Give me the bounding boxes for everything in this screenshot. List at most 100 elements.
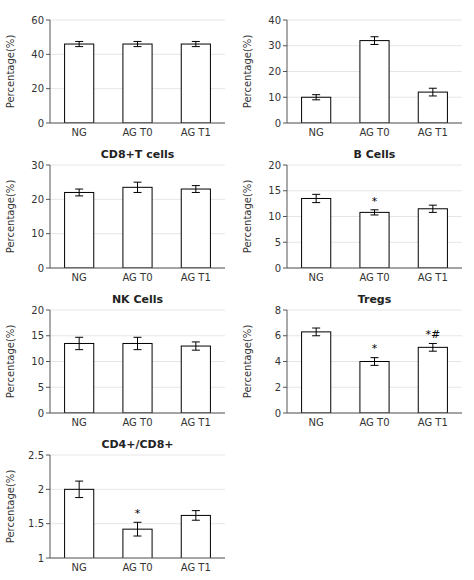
marks — [302, 37, 448, 123]
marks — [65, 337, 211, 413]
marks — [65, 481, 211, 558]
axis-label: Percentage(%) — [5, 325, 16, 399]
grid-line — [50, 20, 225, 21]
panel: 0102030NGAG T0AG T1Percentage(%)CD8+T ce… — [5, 148, 225, 283]
tick-label: 4 — [275, 356, 281, 367]
bar — [302, 97, 331, 123]
error-bar — [371, 358, 379, 366]
bar — [65, 343, 94, 413]
y-axis — [287, 165, 288, 268]
category-label: AG T1 — [418, 272, 448, 283]
marks — [302, 328, 448, 413]
grid-line — [287, 268, 462, 269]
bar — [360, 41, 389, 123]
tick-label: 8 — [275, 305, 281, 316]
category-label: NG — [72, 417, 87, 428]
category-label: AG T0 — [359, 417, 389, 428]
figure: 0204060NGAG T0AG T1Percentage(%)01020304… — [0, 0, 474, 580]
grid-line — [287, 123, 462, 124]
error-bar — [134, 337, 142, 349]
error-bar — [192, 342, 200, 350]
tick-label: 30 — [31, 160, 44, 171]
tick — [283, 123, 287, 124]
error-bar — [312, 328, 320, 336]
tick-label: 0 — [275, 263, 281, 274]
x-axis — [50, 413, 225, 414]
error-bar — [75, 189, 83, 196]
grid-line — [287, 20, 462, 21]
grid-line — [50, 310, 225, 311]
y-axis — [50, 20, 51, 123]
axis-label: Percentage(%) — [242, 180, 253, 254]
error-bar — [371, 210, 379, 215]
tick — [46, 165, 50, 166]
annotation: *# — [425, 328, 440, 341]
marks — [65, 182, 211, 268]
axis-label: Percentage(%) — [242, 325, 253, 399]
title: Tregs — [358, 293, 392, 306]
tick-label: 15 — [268, 185, 281, 196]
panel: 11.522.5NGAG T0AG T1Percentage(%)CD4+/CD… — [5, 438, 225, 580]
y-axis — [50, 165, 51, 268]
marks — [302, 194, 448, 268]
tick — [46, 54, 50, 55]
y-axis — [287, 20, 288, 123]
annotation: * — [372, 195, 378, 208]
category-label: NG — [309, 272, 324, 283]
tick — [46, 387, 50, 388]
tick-label: 5 — [275, 237, 281, 248]
tick — [46, 268, 50, 269]
bar — [65, 192, 94, 268]
category-label: AG T0 — [359, 127, 389, 138]
category-label: AG T1 — [181, 417, 211, 428]
tick — [46, 413, 50, 414]
tick — [46, 199, 50, 200]
tick — [46, 455, 50, 456]
panel: 010203040NGAG T0AG T1Percentage(%) — [242, 15, 462, 139]
tick-label: 6 — [275, 330, 281, 341]
tick-label: 10 — [31, 228, 44, 239]
tick — [46, 310, 50, 311]
grid-line — [50, 268, 225, 269]
error-bar — [134, 182, 142, 192]
tick-label: 10 — [268, 211, 281, 222]
tick — [283, 387, 287, 388]
grid-line — [287, 413, 462, 414]
tick-label: 10 — [31, 356, 44, 367]
bar — [181, 346, 210, 413]
bar — [418, 92, 447, 123]
tick — [46, 523, 50, 524]
category-label: AG T1 — [181, 562, 211, 573]
tick — [283, 361, 287, 362]
tick — [46, 558, 50, 559]
category-label: NG — [72, 272, 87, 283]
tick-label: 20 — [31, 305, 44, 316]
tick-label: 15 — [31, 330, 44, 341]
tick-label: 1.5 — [28, 518, 44, 529]
tick-label: 0 — [38, 263, 44, 274]
category-label: AG T1 — [181, 272, 211, 283]
tick — [283, 335, 287, 336]
y-axis — [50, 455, 51, 558]
tick — [46, 123, 50, 124]
tick — [283, 268, 287, 269]
error-bar — [75, 41, 83, 46]
annotation: * — [372, 342, 378, 355]
error-bar — [192, 186, 200, 193]
tick — [46, 335, 50, 336]
x-axis — [50, 123, 225, 124]
axis-label: Percentage(%) — [5, 180, 16, 254]
marks — [65, 41, 211, 123]
x-axis — [50, 268, 225, 269]
title: CD4+/CD8+ — [101, 438, 173, 451]
bar — [65, 44, 94, 123]
tick — [283, 242, 287, 243]
tick-label: 5 — [38, 382, 44, 393]
title: NK Cells — [112, 293, 164, 306]
category-label: NG — [72, 562, 87, 573]
bar — [123, 187, 152, 268]
panel: 0204060NGAG T0AG T1Percentage(%) — [5, 15, 225, 139]
axis-label: Percentage(%) — [242, 35, 253, 109]
grid-line — [50, 165, 225, 166]
grid-line — [50, 558, 225, 559]
